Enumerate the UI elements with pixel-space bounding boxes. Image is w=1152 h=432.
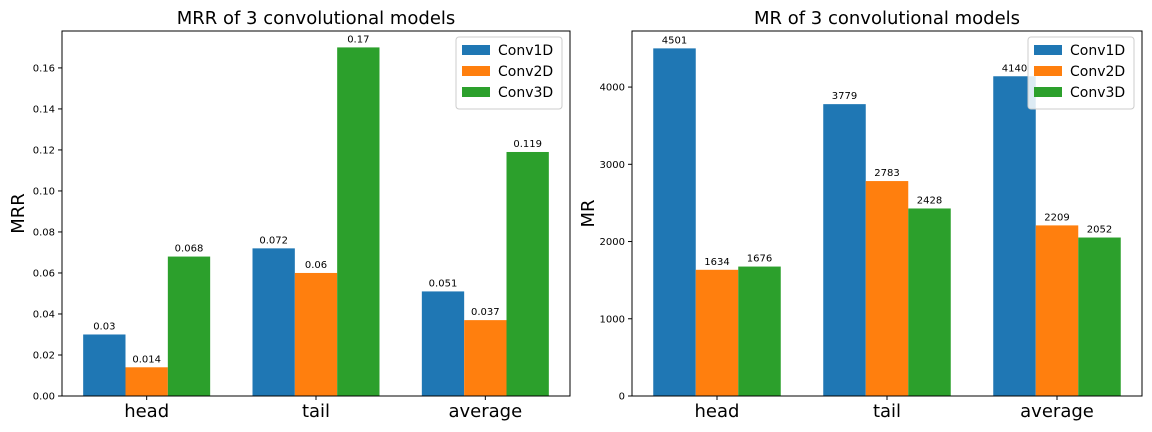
- mr-y-axis-label: MR: [578, 199, 599, 227]
- mr-bar-conv2d-head: [695, 269, 739, 396]
- mrr-x-tick-label: head: [124, 401, 169, 422]
- mr-bar-conv3d-head: [738, 266, 781, 396]
- mrr-data-label: 0.068: [175, 244, 204, 255]
- mr-data-label: 2783: [874, 168, 899, 179]
- mrr-data-label: 0.119: [513, 139, 542, 150]
- mrr-bar-conv1d-head: [83, 334, 126, 396]
- mrr-data-label: 0.03: [93, 321, 115, 332]
- mr-y-tick-label: 3000: [600, 160, 625, 171]
- mrr-y-axis-label: MRR: [8, 193, 29, 234]
- mr-data-label: 3779: [832, 91, 857, 102]
- mrr-data-label: 0.037: [471, 307, 500, 318]
- mr-legend-swatch-conv1d: [1034, 45, 1062, 55]
- mrr-bar-conv3d-average: [506, 151, 549, 396]
- mr-bar-conv1d-tail: [823, 104, 866, 397]
- mr-y-tick-label: 4000: [600, 83, 625, 94]
- mr-data-label: 2428: [917, 195, 942, 206]
- mrr-legend-label-conv3d: Conv3D: [498, 85, 553, 101]
- mrr-bar-conv1d-average: [421, 291, 465, 396]
- mr-data-label: 1676: [747, 254, 772, 265]
- mr-bar-conv3d-tail: [908, 208, 951, 396]
- mr-y-tick-label: 2000: [600, 237, 625, 248]
- mrr-data-label: 0.17: [347, 34, 369, 45]
- mr-chart-title: MR of 3 convolutional models: [754, 8, 1020, 29]
- mr-data-label: 2209: [1044, 212, 1069, 223]
- mrr-legend-label-conv2d: Conv2D: [498, 64, 553, 80]
- mrr-chart: MRR of 3 convolutional models MRR 0.03 0.07…: [8, 8, 571, 422]
- mrr-legend-swatch-conv3d: [462, 87, 490, 97]
- mr-bar-conv3d-average: [1078, 237, 1121, 396]
- mrr-data-label: 0.014: [132, 354, 161, 365]
- mr-bar-conv2d-tail: [865, 181, 909, 396]
- mrr-x-tick-label: tail: [302, 401, 330, 422]
- mr-bar-conv2d-average: [1035, 225, 1079, 396]
- mrr-bar-conv2d-average: [464, 320, 507, 396]
- mrr-legend: Conv1D Conv2D Conv3D: [455, 36, 563, 110]
- mr-data-label: 2052: [1087, 225, 1112, 236]
- mrr-y-tick-label: 0.12: [33, 145, 55, 156]
- mr-x-tick-label: average: [1020, 401, 1094, 422]
- mr-x-tick-label: tail: [873, 401, 901, 422]
- mr-legend-label-conv3d: Conv3D: [1070, 85, 1125, 101]
- mrr-y-tick-label: 0.16: [33, 63, 55, 74]
- mr-legend-swatch-conv3d: [1034, 87, 1062, 97]
- mrr-legend-swatch-conv1d: [462, 45, 490, 55]
- mr-chart: MR of 3 convolutional models MR 4501 3779 41…: [578, 8, 1143, 422]
- mrr-data-label: 0.051: [429, 278, 458, 289]
- mr-y-tick-label: 1000: [600, 314, 625, 325]
- mrr-chart-title: MRR of 3 convolutional models: [177, 8, 456, 29]
- mrr-x-tick-label: average: [448, 401, 522, 422]
- mrr-bar-conv1d-tail: [252, 248, 295, 396]
- mrr-y-tick-label: 0.06: [33, 268, 55, 279]
- mr-legend-swatch-conv2d: [1034, 66, 1062, 76]
- mrr-bar-conv2d-head: [125, 367, 168, 396]
- mr-legend: Conv1D Conv2D Conv3D: [1027, 36, 1135, 110]
- mr-y-tick-label: 0: [619, 392, 625, 403]
- mrr-legend-swatch-conv2d: [462, 66, 490, 76]
- mrr-y-tick-label: 0.14: [33, 104, 55, 115]
- mr-data-label: 4501: [662, 35, 687, 46]
- mrr-legend-label-conv1d: Conv1D: [498, 43, 553, 59]
- mrr-bar-conv3d-head: [167, 256, 211, 396]
- mrr-y-tick-label: 0.08: [33, 227, 55, 238]
- mr-bar-conv1d-head: [653, 48, 696, 397]
- mr-data-label: 1634: [704, 257, 729, 268]
- mr-data-label: 4140: [1002, 63, 1027, 74]
- mr-legend-label-conv1d: Conv1D: [1070, 43, 1125, 59]
- mrr-y-tick-label: 0.02: [33, 350, 55, 361]
- mrr-data-label: 0.072: [259, 235, 288, 246]
- mr-bar-conv1d-average: [993, 76, 1036, 396]
- mrr-y-tick-label: 0.10: [33, 186, 55, 197]
- mr-legend-label-conv2d: Conv2D: [1070, 64, 1125, 80]
- mr-x-tick-label: head: [695, 401, 740, 422]
- mrr-y-tick-label: 0.04: [33, 309, 55, 320]
- mrr-y-tick-label: 0.00: [33, 392, 55, 403]
- mrr-bar-conv2d-tail: [294, 272, 338, 396]
- mrr-data-label: 0.06: [305, 260, 327, 271]
- mrr-bar-conv3d-tail: [337, 47, 380, 397]
